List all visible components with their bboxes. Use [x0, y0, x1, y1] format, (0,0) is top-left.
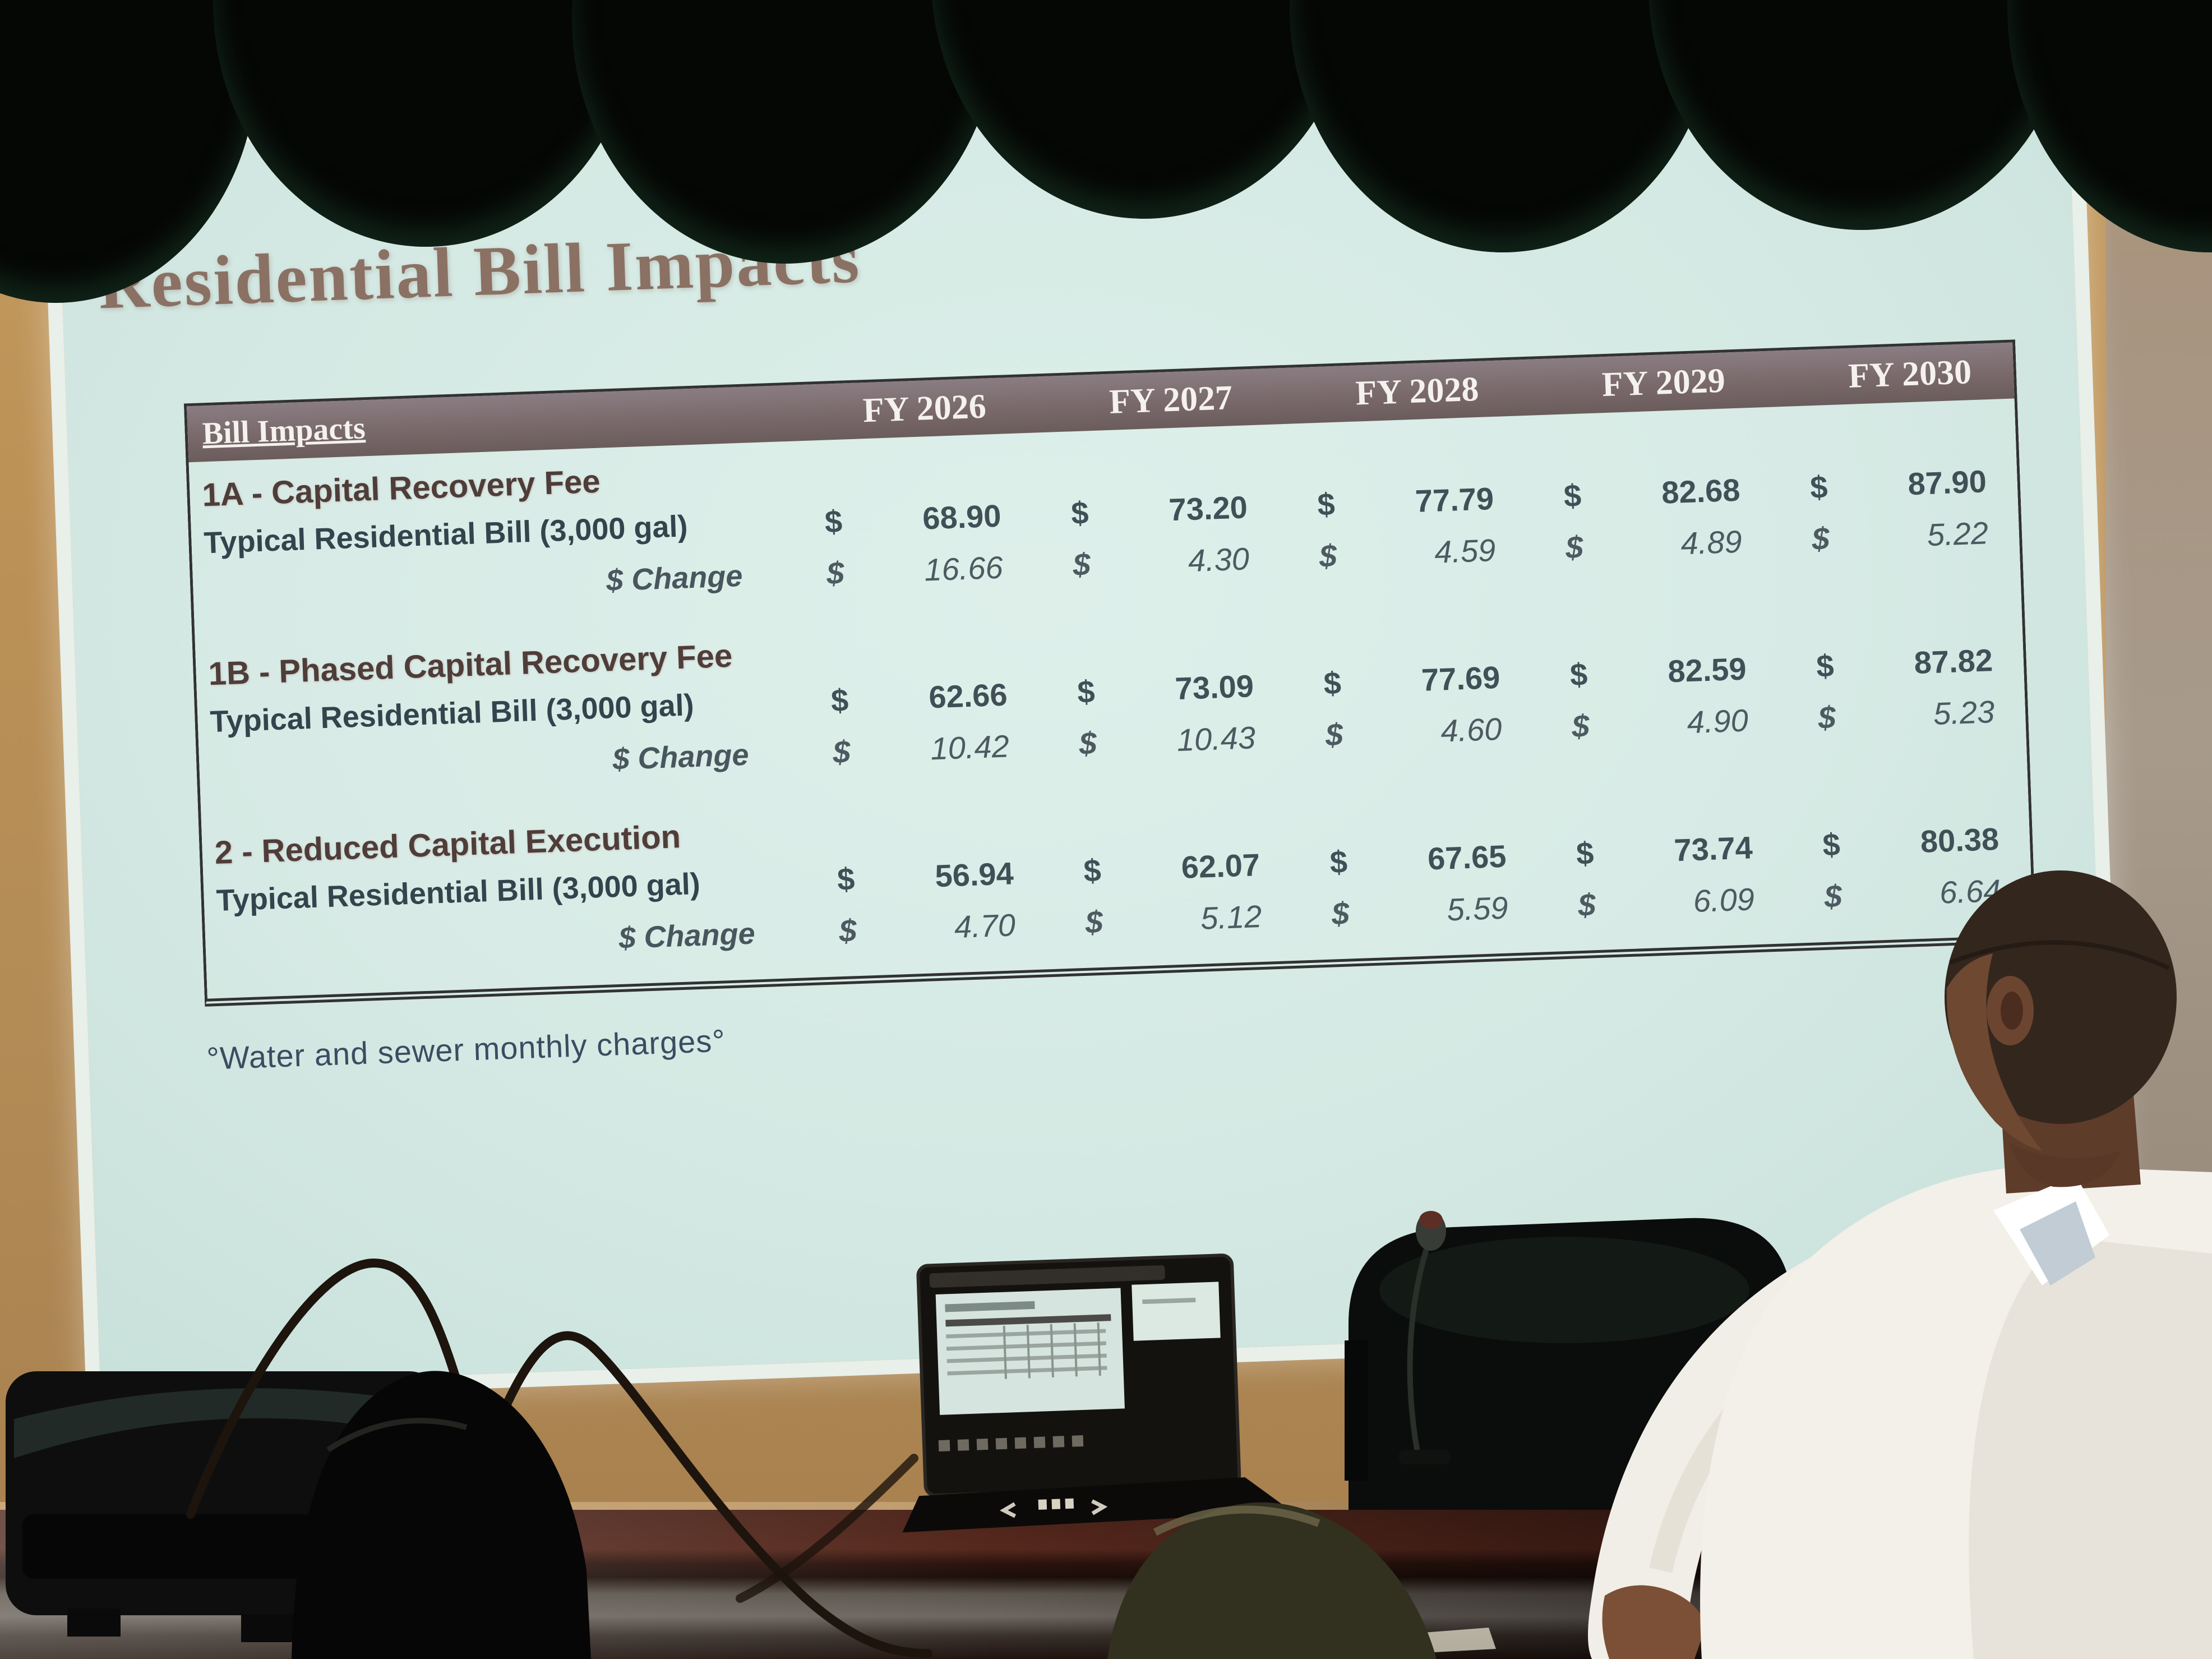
laptop-toolbar-icons	[938, 1435, 1084, 1451]
audience-head-left	[292, 1371, 591, 1659]
presenter-person	[1588, 870, 2212, 1659]
power-cables	[186, 1258, 932, 1658]
presenter-head	[1945, 870, 2177, 1124]
laptop-slide-preview	[935, 1288, 1125, 1415]
laptop	[902, 1254, 1293, 1533]
laptop-nav-controls	[999, 1498, 1108, 1518]
laptop-notes-panel	[1132, 1282, 1221, 1341]
presenter-hand	[1602, 1585, 1706, 1659]
audience-head-center	[1107, 1502, 1437, 1659]
